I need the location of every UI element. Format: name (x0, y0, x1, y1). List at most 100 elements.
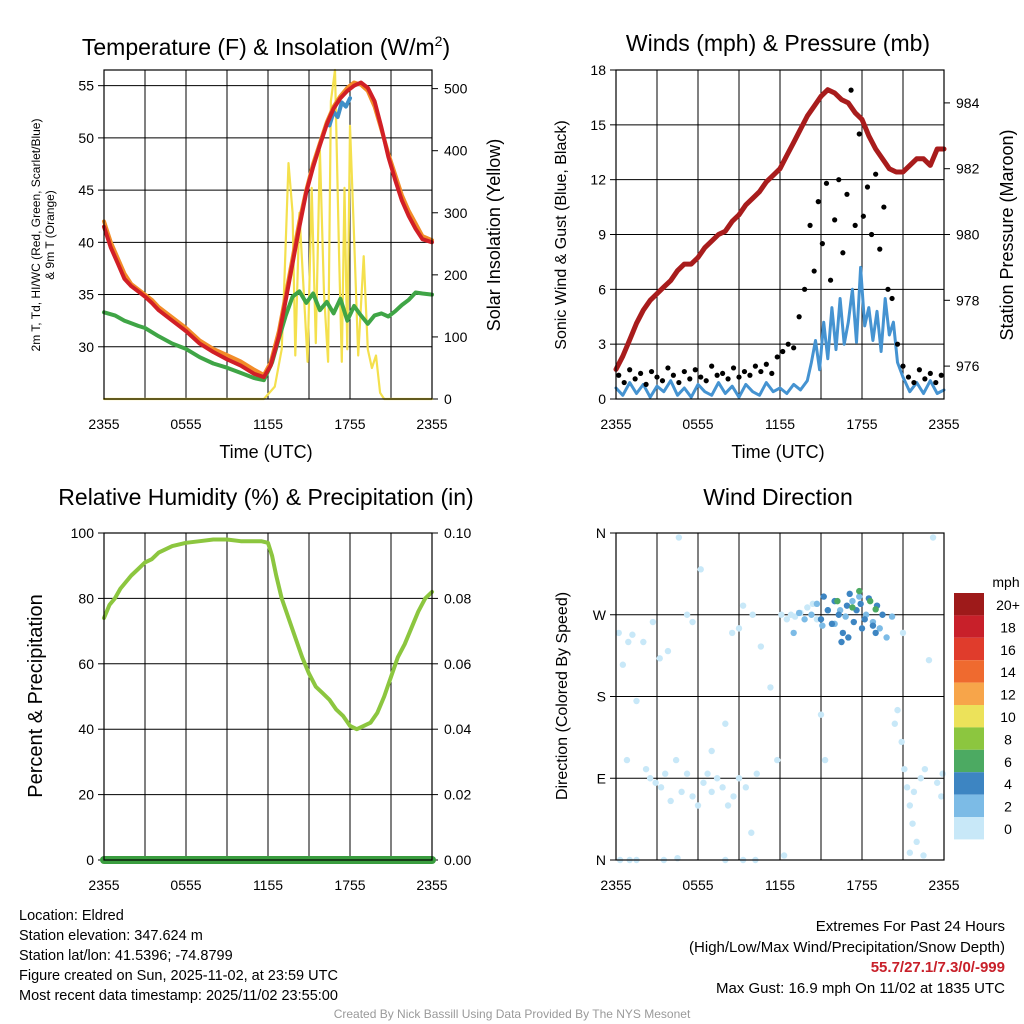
x-tick-label: 0555 (682, 877, 713, 893)
y2-tick-label: 200 (444, 267, 468, 283)
humidity-title: Relative Humidity (%) & Precipitation (i… (58, 484, 473, 510)
humidity-y-label: Percent & Precipitation (25, 594, 47, 797)
winds-y2-label: Station Pressure (Maroon) (997, 129, 1017, 340)
x-tick-label: 2355 (88, 416, 119, 432)
temperature-y-label-line1: 2m T, Td, HI/WC (Red, Green, Scarlet/Blu… (29, 119, 43, 352)
direction-point (925, 656, 933, 664)
gust-point (785, 341, 791, 347)
direction-point (808, 611, 815, 618)
direction-point (767, 684, 774, 691)
direction-point (849, 597, 856, 605)
direction-point (713, 775, 721, 782)
direction-point (753, 770, 760, 777)
series-dew-line (102, 289, 434, 383)
direction-point (795, 609, 803, 617)
plot-area-temp: 2355 0555 1155 1755 2355 30 35 40 45 50 55 0 100 200 3… (78, 68, 468, 432)
direction-point (856, 587, 863, 595)
direction-point (858, 625, 866, 632)
x-tick-label: 0555 (170, 877, 201, 893)
gust-point (774, 354, 780, 360)
direction-point (708, 747, 715, 755)
direction-point (849, 604, 856, 611)
y-tick-label: 40 (78, 234, 94, 250)
gust-point (827, 277, 834, 283)
direction-point (625, 638, 632, 646)
direction-point (828, 620, 836, 628)
gust-point (720, 370, 726, 377)
y-tick-label: 0 (86, 852, 94, 868)
direction-point (678, 788, 685, 796)
direction-point (845, 634, 852, 641)
direction-point (824, 607, 832, 614)
gust-point (832, 217, 838, 223)
gust-point (703, 378, 709, 384)
gust-point (692, 367, 698, 373)
direction-point (891, 720, 898, 727)
direction-point (667, 797, 674, 805)
direction-point (629, 631, 636, 638)
legend-label: 2 (1004, 799, 1012, 815)
y-tick-label: 6 (598, 281, 606, 297)
figure-created: Figure created on Sun, 2025-11-02, at 23… (19, 968, 338, 984)
temperature-panel: Temperature (F) & Insolation (W/m2) Time… (29, 33, 504, 462)
gust-point (916, 367, 923, 373)
direction-point (619, 661, 627, 668)
direction-point (646, 775, 654, 782)
direction-point (872, 606, 879, 613)
series-pressure-line (613, 87, 947, 372)
temperature-y-label-line2: & 9m T (Orange) (43, 190, 57, 280)
y2-tick-label: 100 (444, 329, 468, 345)
direction-point (662, 770, 669, 777)
direction-point (704, 770, 711, 777)
direction-point (888, 613, 896, 620)
legend-swatch (954, 727, 984, 750)
direction-point (917, 775, 924, 782)
y-tick-label: 12 (590, 172, 606, 188)
gust-point (852, 222, 858, 228)
legend-label: 16 (1000, 642, 1016, 658)
legend-label: 10 (1000, 709, 1016, 725)
winds-y-label: Sonic Wind & Gust (Blue, Black) (553, 120, 570, 349)
gust-point (802, 286, 808, 292)
gust-point (844, 191, 850, 197)
x-tick-label: 1155 (253, 877, 283, 893)
gust-point (885, 286, 891, 292)
extremes-values: 55.7/27.1/7.3/0/-999 (870, 959, 1005, 976)
direction-point (623, 756, 631, 764)
x-tick-label: 0555 (170, 416, 201, 432)
direction-panel: Wind Direction Direction (Colored By Spe… (554, 484, 1020, 800)
y-tick-label: 18 (590, 62, 606, 78)
direction-point (920, 852, 927, 859)
y2-tick-label: 0.10 (444, 525, 471, 541)
gust-point (840, 250, 846, 256)
gust-point (938, 372, 944, 378)
direction-point (735, 625, 743, 632)
direction-point (850, 618, 857, 626)
x-tick-label: 2355 (416, 877, 447, 893)
gust-point (698, 374, 704, 380)
direction-point (730, 793, 737, 800)
y-tick-label: 45 (78, 182, 94, 198)
gust-point (860, 213, 866, 219)
x-tick-label: 2355 (600, 877, 631, 893)
direction-point (748, 829, 755, 836)
x-tick-label: 0555 (682, 416, 713, 432)
direction-point (901, 765, 908, 773)
gust-point (864, 184, 871, 190)
gust-point (763, 361, 769, 367)
x-tick-label: 1755 (334, 877, 365, 893)
y-tick-label: 20 (78, 787, 94, 803)
direction-point (843, 602, 851, 609)
direction-point (742, 784, 750, 791)
gust-point (627, 367, 633, 373)
gust-point (747, 372, 753, 378)
legend-label: 18 (1000, 619, 1016, 635)
gust-point (714, 372, 720, 378)
direction-point (675, 534, 683, 541)
y2-tick-label: 0 (444, 391, 452, 407)
gust-point (632, 376, 638, 382)
y-tick-label: W (593, 607, 607, 623)
gust-point (889, 295, 895, 302)
y-tick-label: 35 (78, 287, 94, 303)
direction-point (683, 611, 691, 618)
